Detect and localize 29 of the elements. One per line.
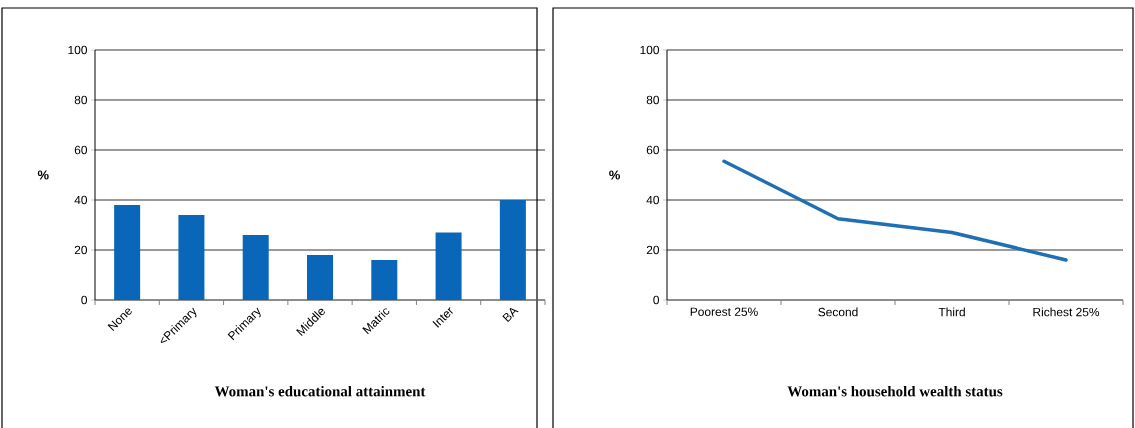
y-tick-label: 60 [74,145,88,155]
x-axis-title: Woman's educational attainment [214,385,426,397]
y-tick-label: 60 [646,145,660,155]
y-tick-label: 100 [640,45,660,55]
bar [435,232,462,300]
y-axis-title: % [609,170,620,180]
bar [242,235,269,300]
x-tick-label: Third [938,307,965,317]
y-tick-label: 80 [646,95,660,105]
y-axis-title: % [37,170,49,180]
x-tick-label: BA [502,308,519,323]
bar [499,200,526,300]
y-tick-label: 0 [653,295,660,305]
y-tick-label: 40 [74,195,88,205]
y-tick-label: 80 [74,95,88,105]
x-tick-label: Second [818,307,858,317]
bar [178,215,205,300]
x-axis-title: Woman's household wealth status [787,385,1003,397]
x-tick-label: Richest 25% [1033,307,1100,317]
bar [307,255,333,300]
y-tick-label: 40 [646,195,660,205]
y-tick-label: 100 [68,45,88,55]
x-tick-label: Poorest 25% [690,307,758,316]
y-tick-label: 20 [74,245,88,255]
line-series [722,159,1068,262]
y-tick-label: 0 [81,295,88,305]
y-tick-label: 20 [646,245,660,255]
bar [371,260,398,300]
bar [114,205,141,300]
